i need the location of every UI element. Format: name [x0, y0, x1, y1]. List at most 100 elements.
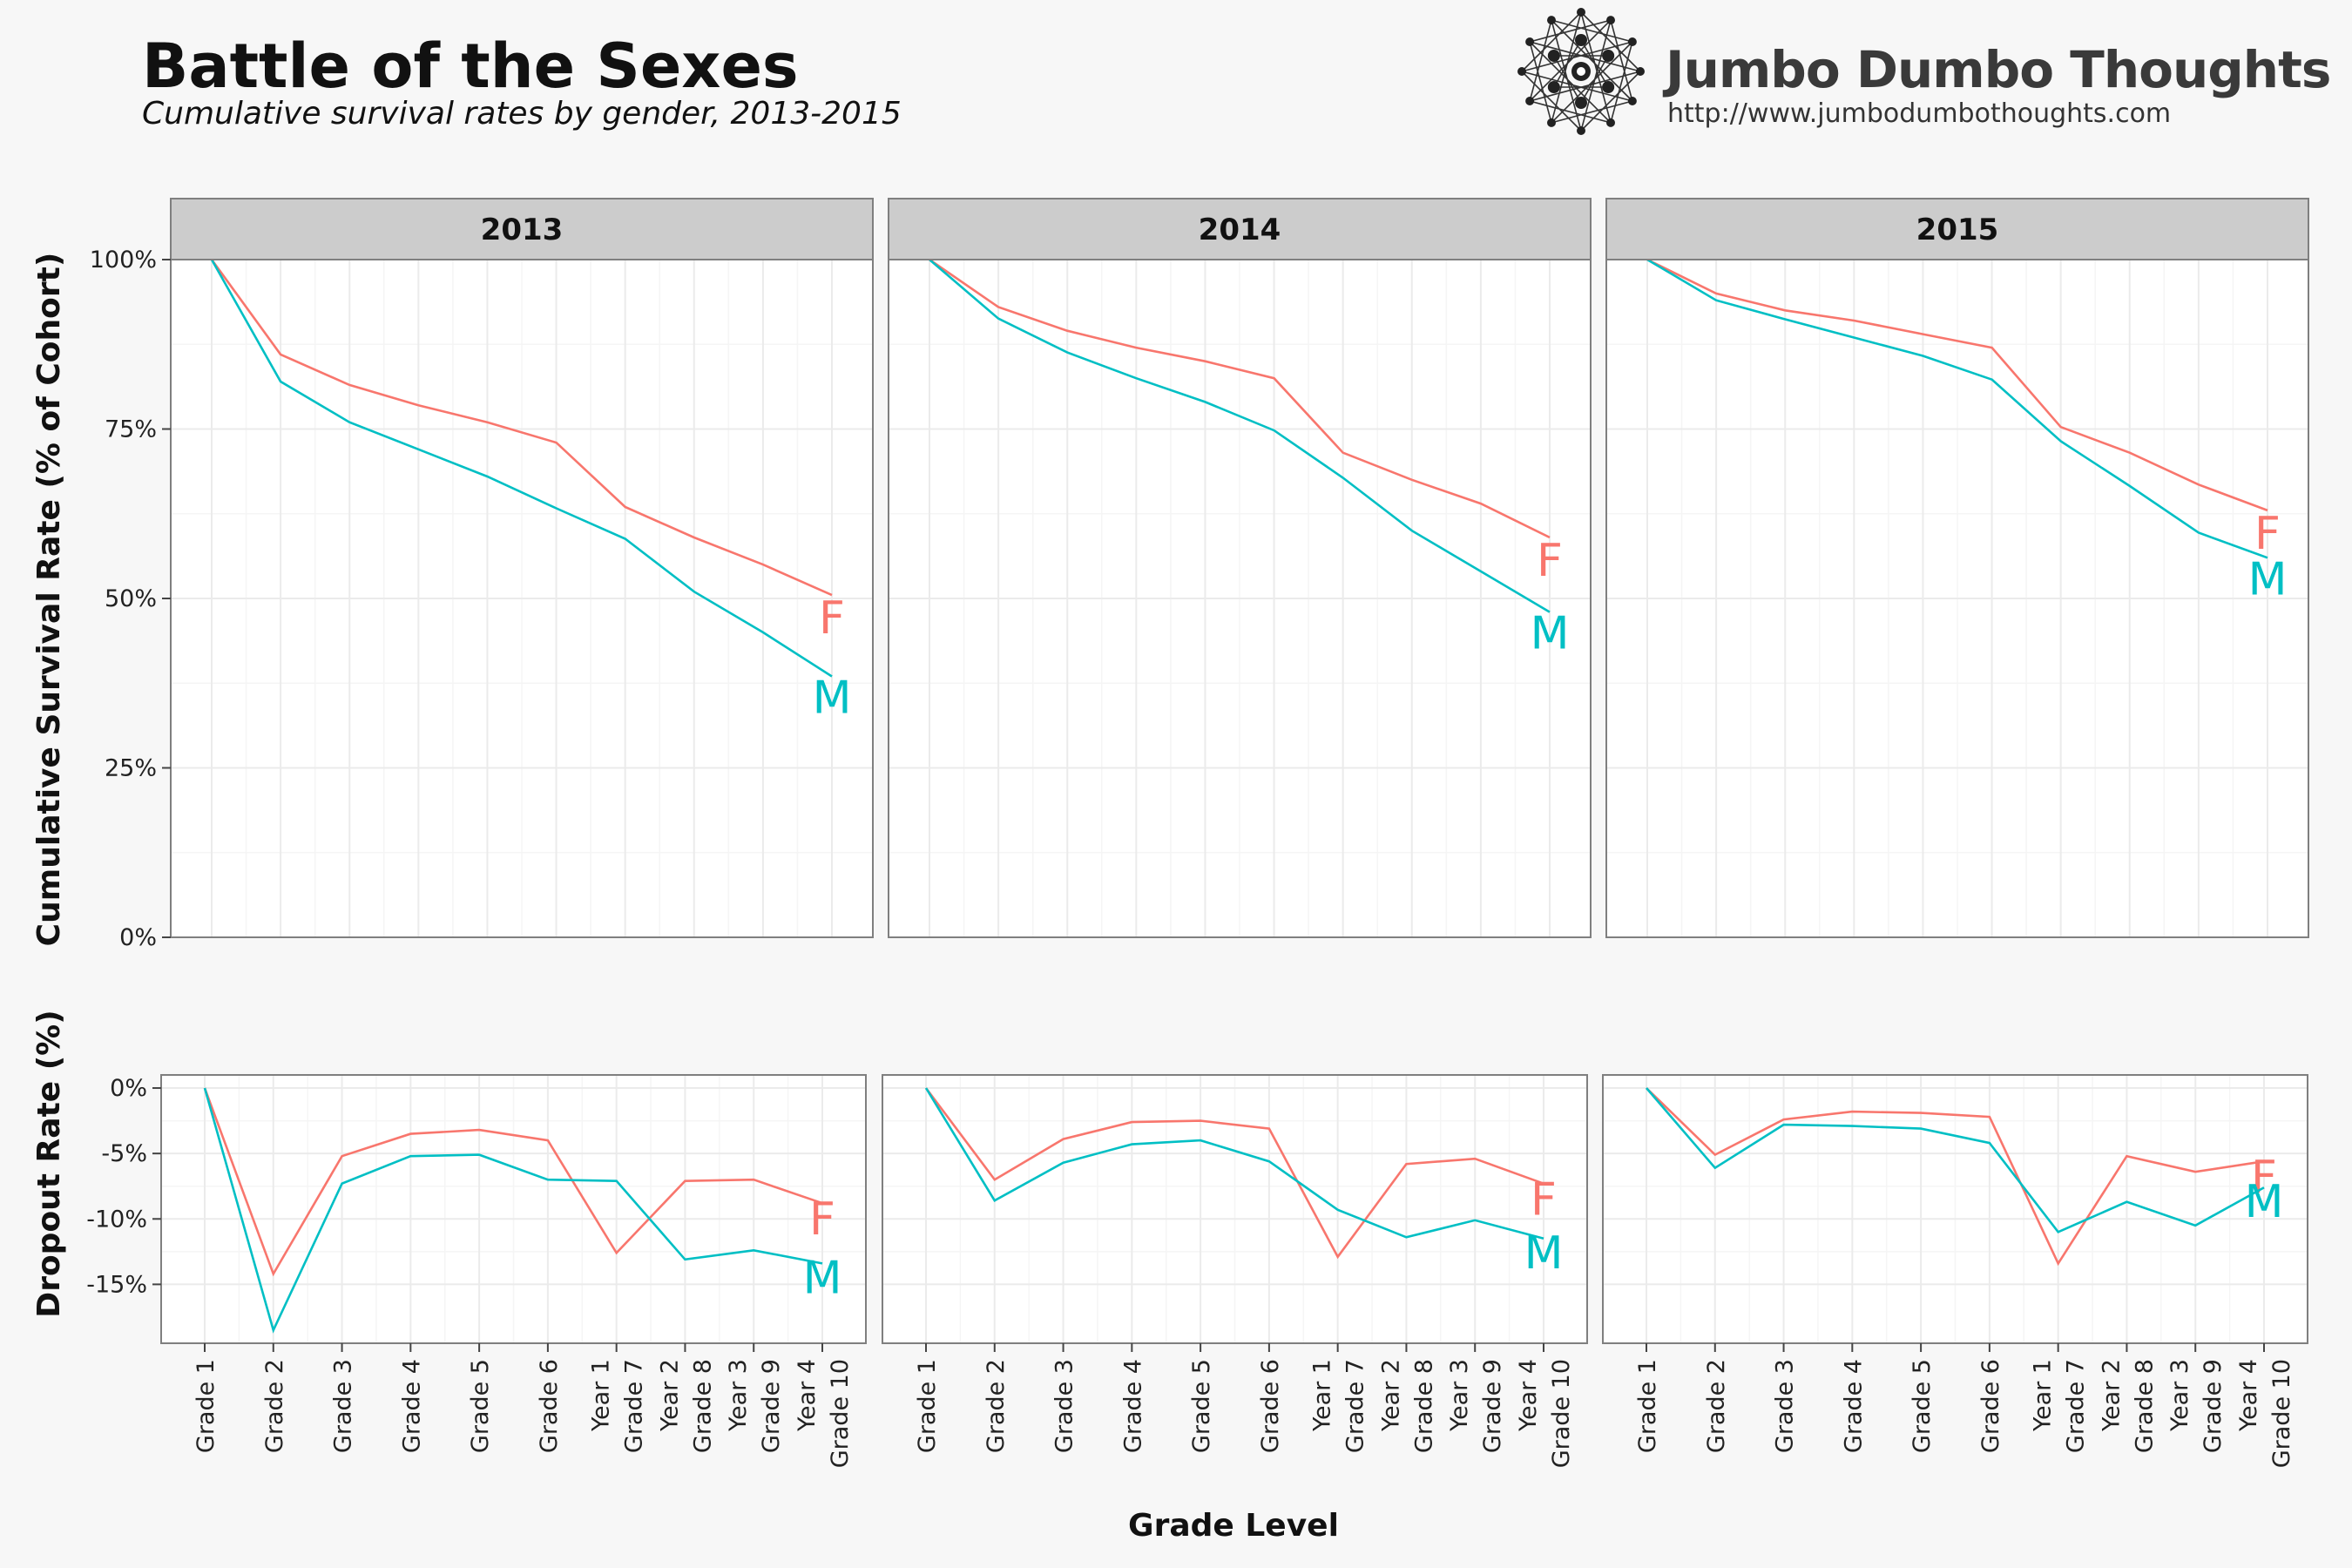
logo-edge	[1529, 19, 1552, 102]
x-tick-label: Year 3	[725, 1359, 752, 1432]
panel-2014-dropout: FM Grade 1 Grade 2 Grade 3 Grade 4 Grade 5 Gra…	[882, 1074, 1588, 1468]
logo-edge	[1521, 71, 1633, 102]
logo-edge	[1521, 71, 1582, 132]
y-tick-label: -5%	[101, 1140, 147, 1167]
series-line-F	[203, 1087, 823, 1277]
logo-node	[1547, 81, 1560, 93]
logo-edge	[1551, 100, 1633, 124]
series-line-M	[929, 259, 1551, 613]
panel-border	[882, 1074, 1588, 1344]
logo-edge	[1521, 41, 1633, 72]
x-tick-label: Grade 10	[2268, 1359, 2295, 1468]
panel-border	[1602, 1074, 2308, 1344]
x-tick-label: Grade 9	[758, 1359, 785, 1453]
y-tick-label: 50%	[105, 585, 157, 612]
x-tick-label: Year 4	[2235, 1359, 2262, 1432]
x-tick-label: Year 4	[794, 1359, 821, 1432]
logo-edge	[1551, 11, 1582, 124]
facet-strip-label: 2013	[481, 213, 564, 247]
panel-2013-survival: FM 2013	[170, 198, 874, 938]
logo-node	[1575, 34, 1587, 46]
series-line-F	[924, 1087, 1544, 1260]
y-tick-label: -10%	[86, 1206, 147, 1233]
series-end-label-F: F	[2251, 1152, 2277, 1204]
logo-edge	[1551, 41, 1633, 124]
x-tick-label: Grade 2	[261, 1359, 288, 1453]
x-tick-label: Year 1	[2030, 1359, 2057, 1432]
series-end-label-M: M	[803, 1252, 842, 1304]
x-tick-label: Grade 6	[536, 1359, 563, 1453]
series-line-M	[1646, 1087, 2265, 1233]
x-tick-label: Year 2	[2098, 1359, 2125, 1432]
panel-2014-survival: FM 2014	[888, 198, 1592, 938]
facet-strip-label: 2015	[1916, 213, 1999, 247]
logo-edge	[1529, 19, 1612, 43]
x-tick-label: Year 1	[588, 1359, 615, 1432]
logo-edge	[1529, 41, 1552, 124]
x-tick-label: Year 1	[1309, 1359, 1336, 1432]
series-end-label-F: F	[2254, 508, 2281, 560]
logo-node	[1636, 67, 1645, 76]
x-axis-title: Grade Level	[1128, 1508, 1339, 1544]
series-end-label-F: F	[809, 1193, 835, 1246]
x-tick-label: Year 3	[1446, 1359, 1473, 1432]
logo-node	[1602, 81, 1615, 93]
x-tick-label: Year 2	[1377, 1359, 1404, 1432]
logo-node	[1577, 126, 1585, 135]
series-line-F	[1646, 1087, 2265, 1267]
series-end-label-M: M	[813, 672, 852, 724]
x-tick-label: Grade 8	[2131, 1359, 2158, 1453]
y-tick-label: 0%	[119, 924, 157, 951]
logo-edge	[1580, 19, 1612, 132]
logo-node	[1547, 50, 1560, 62]
y-tick-label: 100%	[90, 247, 157, 274]
series-end-label-F: F	[819, 592, 845, 645]
logo-edge	[1580, 11, 1612, 124]
x-tick-label: Year 2	[656, 1359, 683, 1432]
network-graph-icon	[1517, 8, 1645, 135]
series-line-F	[210, 259, 833, 597]
logo-edge	[1551, 19, 1633, 43]
y-tick-label: 25%	[105, 755, 157, 782]
logo-edge	[1551, 19, 1582, 132]
x-tick-label: Grade 7	[2063, 1359, 2090, 1453]
x-tick-label: Grade 9	[2200, 1359, 2227, 1453]
x-tick-label: Grade 3	[1772, 1359, 1799, 1453]
logo-node	[1547, 16, 1556, 25]
x-tick-label: Grade 7	[621, 1359, 648, 1453]
facet-strip	[170, 198, 874, 260]
series-line-M	[203, 1087, 823, 1334]
x-tick-label: Grade 6	[1977, 1359, 2004, 1453]
logo-edge	[1580, 55, 1609, 104]
logo-edge	[1529, 41, 1641, 72]
series-line-F	[929, 258, 1551, 539]
y-axis-title-dropout: Dropout Rate (%)	[31, 1010, 67, 1317]
x-tick-label: Grade 1	[193, 1359, 220, 1453]
logo-node	[1606, 16, 1615, 25]
x-tick-label: Grade 4	[1119, 1359, 1146, 1453]
x-tick-label: Grade 8	[689, 1359, 716, 1453]
panel-border	[160, 1074, 867, 1344]
x-tick-label: Grade 10	[827, 1359, 854, 1468]
brand-name: Jumbo Dumbo Thoughts	[1662, 40, 2330, 99]
x-tick-label: Grade 9	[1479, 1359, 1506, 1453]
facet-strip	[888, 198, 1592, 260]
page-title: Battle of the Sexes	[142, 30, 799, 102]
series-line-M	[1646, 258, 2268, 559]
x-tick-label: Grade 5	[467, 1359, 494, 1453]
series-line-M	[924, 1087, 1544, 1240]
page-subtitle: Cumulative survival rates by gender, 201…	[142, 96, 902, 132]
y-tick-label: -15%	[86, 1271, 147, 1298]
logo-edge	[1553, 55, 1582, 104]
logo-edge	[1521, 11, 1582, 72]
logo-edge	[1529, 100, 1612, 124]
logo-node	[1525, 37, 1535, 46]
logo-center-dot	[1577, 67, 1585, 76]
logo-edge	[1610, 19, 1633, 102]
x-tick-label: Grade 3	[330, 1359, 357, 1453]
x-tick-label: Grade 1	[1634, 1359, 1661, 1453]
logo-node	[1606, 118, 1615, 127]
logo-edge	[1553, 39, 1582, 88]
x-tick-label: Grade 5	[1909, 1359, 1936, 1453]
x-tick-label: Grade 7	[1342, 1359, 1369, 1453]
